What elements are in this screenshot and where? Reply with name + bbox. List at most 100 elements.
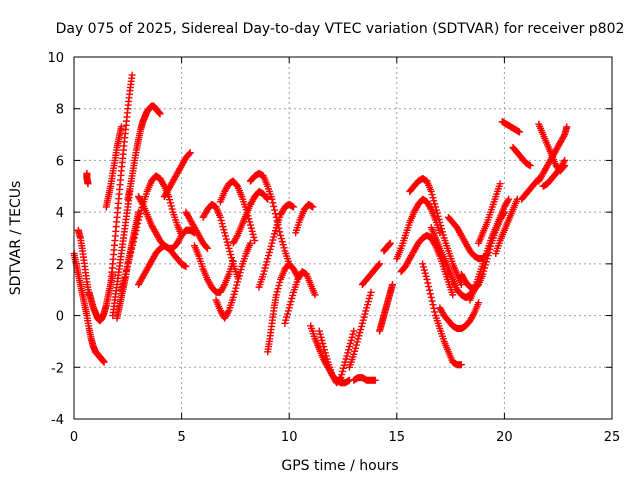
data-point	[118, 283, 126, 291]
x-axis-label: GPS time / hours	[281, 458, 398, 474]
data-point	[281, 319, 289, 327]
series-12	[160, 149, 194, 201]
data-point	[433, 209, 441, 217]
data-point	[271, 210, 279, 218]
data-point	[167, 202, 175, 210]
data-point	[320, 343, 328, 351]
data-point	[124, 259, 132, 267]
data-point	[363, 304, 371, 312]
data-point	[248, 227, 256, 235]
data-point	[430, 304, 438, 312]
data-point	[319, 339, 327, 347]
data-point	[222, 232, 230, 240]
data-point	[117, 123, 125, 131]
y-tick-label: 2	[56, 258, 64, 273]
data-point	[345, 346, 353, 354]
data-point	[317, 333, 325, 341]
data-point	[132, 227, 140, 235]
data-point	[249, 230, 257, 238]
data-point	[234, 278, 242, 286]
data-point	[290, 203, 298, 211]
y-tick-label: 0	[56, 310, 64, 325]
series-29	[376, 281, 396, 335]
y-tick-label: 4	[56, 206, 64, 221]
data-point	[284, 307, 292, 315]
data-point	[168, 205, 176, 213]
data-point	[123, 263, 131, 271]
data-point	[289, 291, 297, 299]
data-point	[271, 230, 279, 238]
data-point	[349, 330, 357, 338]
y-tick-label: -2	[51, 361, 64, 376]
data-point	[269, 236, 277, 244]
data-point	[270, 202, 278, 210]
series-6	[109, 187, 134, 320]
data-point	[100, 358, 108, 366]
data-point	[323, 355, 331, 363]
data-point	[127, 248, 135, 256]
data-point	[250, 233, 258, 241]
data-point	[432, 203, 440, 211]
data-point	[134, 220, 142, 228]
data-point	[286, 301, 294, 309]
data-point	[353, 338, 361, 346]
data-point	[376, 260, 384, 268]
data-point	[260, 267, 268, 275]
data-point	[166, 199, 174, 207]
data-point	[220, 226, 228, 234]
data-points	[70, 71, 571, 387]
data-point	[563, 123, 571, 131]
x-tick-label: 15	[389, 430, 406, 445]
data-point	[120, 276, 128, 284]
series-43	[509, 144, 534, 170]
data-point	[435, 215, 443, 223]
data-point	[269, 199, 277, 207]
data-point	[216, 213, 224, 221]
data-point	[431, 200, 439, 208]
data-point	[475, 299, 483, 307]
data-point	[340, 361, 348, 369]
series-13	[182, 208, 211, 252]
series-40	[475, 180, 504, 247]
data-point	[345, 343, 353, 351]
x-tick-label: 5	[177, 430, 185, 445]
data-point	[268, 239, 276, 247]
data-point	[526, 162, 534, 170]
y-tick-label: -4	[51, 413, 64, 428]
data-point	[224, 308, 232, 316]
data-point	[268, 195, 276, 203]
series-18	[229, 187, 272, 247]
data-point	[336, 375, 344, 383]
data-point	[439, 231, 447, 239]
data-point	[271, 206, 279, 214]
data-point	[263, 194, 271, 202]
series-1	[74, 226, 93, 299]
data-point	[285, 304, 293, 312]
series-16	[212, 239, 254, 322]
data-point	[128, 71, 136, 79]
series-41	[492, 195, 521, 258]
series-8	[124, 102, 164, 203]
data-point	[288, 295, 296, 303]
data-point	[129, 241, 137, 249]
data-point	[365, 295, 373, 303]
data-point	[282, 316, 290, 324]
data-point	[125, 256, 133, 264]
data-point	[217, 216, 225, 224]
data-point	[457, 281, 465, 289]
data-point	[276, 278, 284, 286]
x-tick-label: 25	[604, 430, 621, 445]
data-point	[388, 281, 396, 289]
data-point	[84, 180, 92, 188]
data-point	[344, 349, 352, 357]
data-point	[423, 275, 431, 283]
data-point	[309, 203, 317, 211]
data-point	[560, 158, 568, 166]
data-point	[259, 270, 267, 278]
data-point	[339, 364, 347, 372]
data-point	[371, 376, 379, 384]
data-point	[358, 319, 366, 327]
series-42	[498, 118, 523, 136]
data-point	[311, 291, 319, 299]
